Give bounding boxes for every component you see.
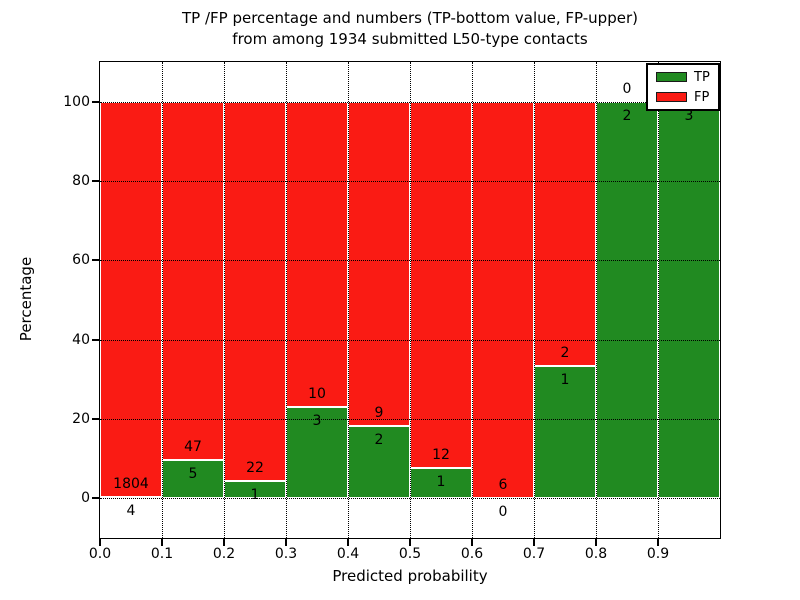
y-tick-label: 80 — [72, 173, 90, 189]
fp-bar-segment — [534, 101, 596, 367]
fp-count-label: 2 — [560, 345, 570, 362]
fp-count-label: 12 — [432, 446, 450, 463]
tp-count-label: 4 — [126, 503, 136, 520]
y-tick-mark — [92, 418, 99, 420]
x-tick-mark — [285, 539, 287, 546]
x-tick-mark — [595, 539, 597, 546]
gridline-vertical — [162, 62, 163, 538]
tp-count-label: 1 — [436, 473, 446, 490]
x-tick-label: 0.8 — [584, 546, 608, 562]
gridline-vertical — [224, 62, 225, 538]
gridline-vertical — [410, 62, 411, 538]
x-tick-label: 0.9 — [646, 546, 670, 562]
gridline-vertical — [658, 62, 659, 538]
x-tick-mark — [657, 539, 659, 546]
y-tick-mark — [92, 180, 99, 182]
y-tick-label: 20 — [72, 411, 90, 427]
fp-bar-segment — [348, 101, 410, 427]
x-tick-mark — [347, 539, 349, 546]
x-tick-mark — [471, 539, 473, 546]
legend-entry-label: FP — [694, 89, 710, 105]
legend-entry-label: TP — [694, 69, 710, 85]
x-tick-label: 0.1 — [150, 546, 174, 562]
tp-count-label: 3 — [684, 107, 694, 124]
x-tick-label: 0.7 — [522, 546, 546, 562]
legend-swatch — [656, 92, 687, 102]
tp-count-label: 0 — [498, 504, 508, 521]
tp-count-label: 3 — [312, 412, 322, 429]
gridline-vertical — [534, 62, 535, 538]
gridline-vertical — [596, 62, 597, 538]
chart-title: TP /FP percentage and numbers (TP-bottom… — [100, 8, 720, 50]
x-tick-mark — [223, 539, 225, 546]
fp-count-label: 1804 — [113, 476, 149, 493]
x-tick-label: 0.0 — [88, 546, 112, 562]
fp-count-label: 6 — [498, 477, 508, 494]
y-tick-label: 40 — [72, 331, 90, 348]
tp-bar-segment — [410, 467, 472, 499]
plot-area: 180444752211039212160210203 — [99, 61, 721, 539]
tp-count-label: 1 — [250, 487, 260, 504]
x-axis-label: Predicted probability — [332, 567, 488, 585]
fp-bar-segment — [472, 101, 534, 499]
fp-bar-segment — [224, 101, 286, 482]
fp-count-label: 0 — [622, 80, 632, 97]
y-tick-mark — [92, 100, 99, 103]
tp-bar-segment — [534, 366, 596, 499]
fp-bar-segment — [410, 101, 472, 468]
fp-count-label: 9 — [374, 405, 384, 422]
x-tick-label: 0.3 — [274, 546, 298, 562]
legend: TP FP — [646, 63, 720, 111]
legend-entry: FP — [648, 91, 718, 104]
fp-bar-segment — [162, 101, 224, 461]
tp-count-label: 2 — [374, 432, 384, 449]
fp-bar-segment — [286, 101, 348, 407]
x-tick-label: 0.2 — [212, 546, 236, 562]
chart-title-line1: TP /FP percentage and numbers (TP-bottom… — [182, 9, 638, 27]
gridline-vertical — [286, 62, 287, 538]
y-tick-label: 0 — [81, 490, 90, 507]
tp-bar-segment — [596, 101, 658, 499]
chart-title-line2: from among 1934 submitted L50-type conta… — [232, 30, 588, 48]
tp-count-label: 5 — [188, 466, 198, 483]
fp-count-label: 10 — [308, 385, 326, 402]
x-tick-mark — [533, 539, 535, 546]
y-tick-mark — [92, 338, 99, 341]
y-tick-label: 60 — [72, 252, 90, 269]
gridline-vertical — [472, 62, 473, 538]
tp-bar-segment — [658, 101, 720, 499]
tp-count-label: 1 — [560, 372, 570, 389]
x-tick-label: 0.5 — [398, 546, 422, 562]
x-tick-mark — [161, 539, 163, 546]
y-axis-label: Percentage — [17, 256, 35, 342]
fp-count-label: 22 — [246, 460, 264, 477]
tp-count-label: 2 — [622, 107, 632, 124]
legend-entry: TP — [648, 71, 718, 84]
x-tick-mark — [99, 539, 101, 546]
y-tick-mark — [92, 497, 99, 500]
x-tick-label: 0.6 — [460, 546, 484, 562]
x-tick-mark — [409, 539, 411, 546]
fp-count-label: 47 — [184, 439, 202, 456]
legend-swatch — [656, 72, 687, 82]
gridline-vertical — [348, 62, 349, 538]
fp-bar-segment — [100, 101, 162, 498]
y-tick-label: 100 — [63, 93, 90, 110]
y-tick-mark — [92, 259, 99, 262]
x-tick-label: 0.4 — [336, 546, 360, 562]
